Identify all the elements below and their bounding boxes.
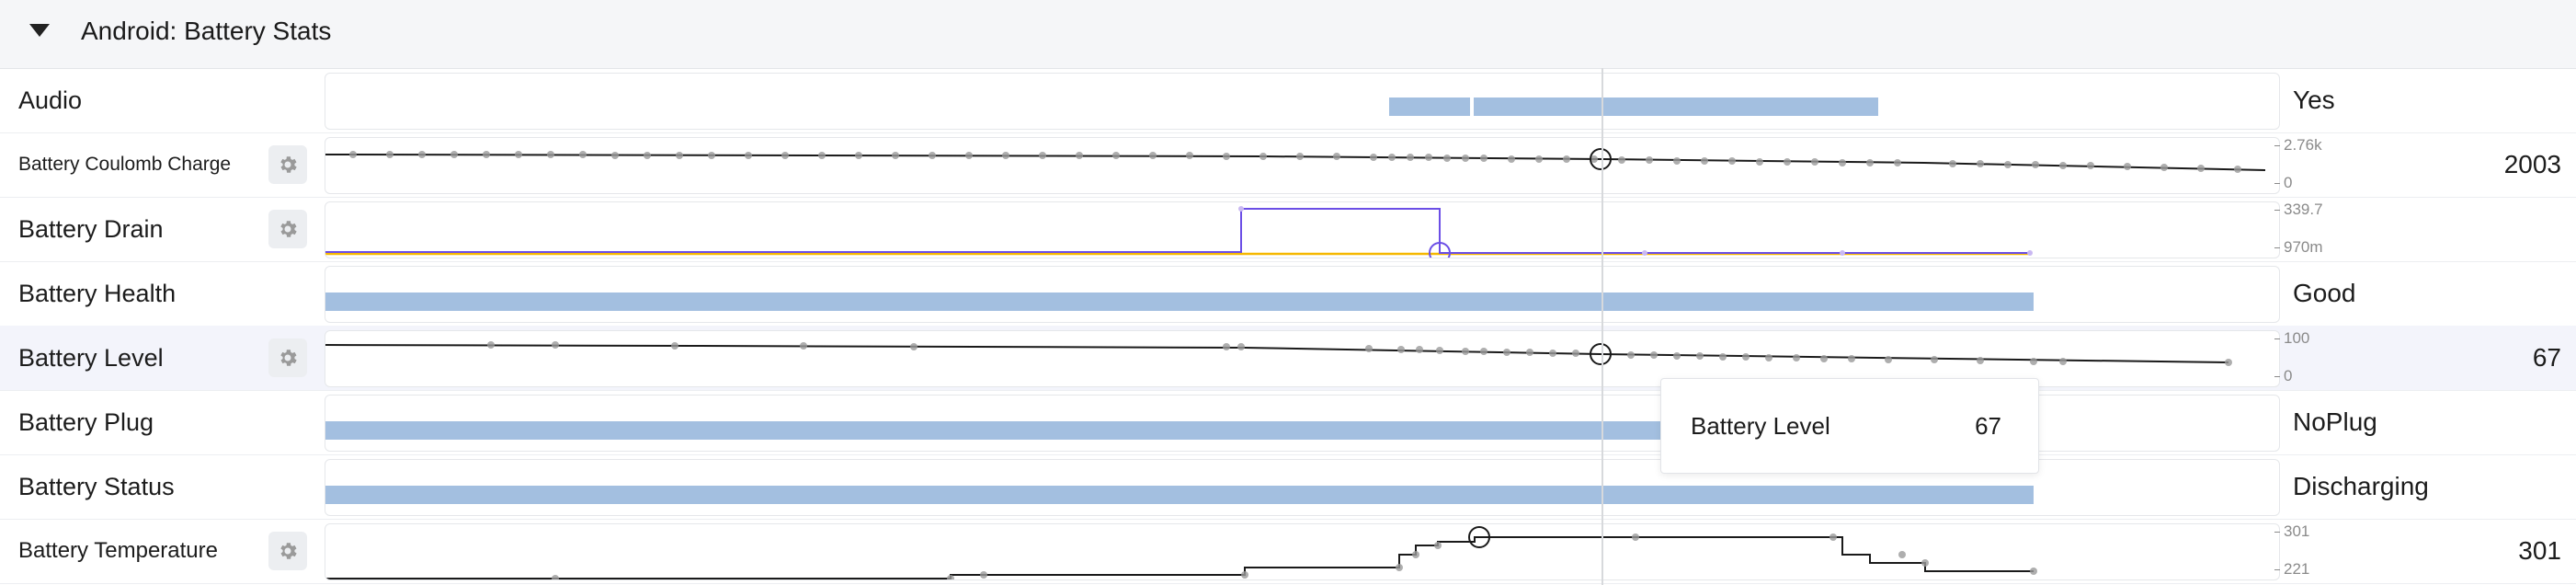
sample-points xyxy=(1238,206,2033,256)
track-battery-plug[interactable]: Battery Plug NoPlug xyxy=(0,390,2576,455)
track-area[interactable] xyxy=(325,266,2280,323)
counter-line xyxy=(325,536,2034,579)
track-label: Battery Health xyxy=(18,280,177,307)
track-battery-status[interactable]: Battery Status Discharging xyxy=(0,454,2576,520)
sample-points xyxy=(487,341,2232,366)
tooltip-value: 67 xyxy=(1975,412,2001,440)
hover-marker xyxy=(1590,148,1612,170)
state-slice[interactable] xyxy=(325,486,2034,504)
hover-marker xyxy=(1590,343,1612,365)
sample-points xyxy=(552,533,2037,579)
track-current-value: 301 xyxy=(2518,536,2561,565)
tick-label: 2.76k xyxy=(2274,136,2322,154)
collapse-arrow-icon[interactable] xyxy=(29,24,50,37)
track-battery-health[interactable]: Battery Health Good xyxy=(0,261,2576,327)
gear-icon[interactable] xyxy=(268,145,307,184)
tick-label: 970m xyxy=(2274,238,2323,256)
track-audio[interactable]: Audio Yes xyxy=(0,68,2576,133)
hover-marker xyxy=(1468,526,1490,548)
track-label: Battery Plug xyxy=(18,408,154,436)
track-area[interactable] xyxy=(325,73,2280,130)
tick-label: 301 xyxy=(2274,522,2310,540)
tooltip-label: Battery Level xyxy=(1691,412,1830,440)
track-current-value: 67 xyxy=(2532,343,2561,372)
track-battery-coulomb-charge[interactable]: Battery Coulomb Charge xyxy=(0,132,2576,198)
tick-label: 100 xyxy=(2274,329,2310,347)
y-axis-ticks: 2.76k 0 xyxy=(2274,132,2339,197)
audio-slice[interactable] xyxy=(1474,98,1878,116)
track-label: Battery Status xyxy=(18,473,175,500)
tick-label: 0 xyxy=(2274,174,2293,191)
gear-icon[interactable] xyxy=(268,532,307,570)
battery-temperature-plot xyxy=(325,526,2037,579)
tick-label: 221 xyxy=(2274,560,2310,578)
battery-level-plot xyxy=(325,341,2232,366)
y-axis-ticks: 339.7 970m xyxy=(2274,197,2339,261)
tick-label: 339.7 xyxy=(2274,201,2323,218)
audio-slice[interactable] xyxy=(1389,98,1470,116)
track-label: Audio xyxy=(18,86,83,114)
sample-points xyxy=(349,151,2241,173)
track-area[interactable] xyxy=(325,459,2280,516)
track-area[interactable] xyxy=(325,201,2280,258)
track-current-value: 2003 xyxy=(2503,150,2561,178)
coulomb-charge-plot xyxy=(325,148,2266,173)
track-label: Battery Level xyxy=(18,344,164,372)
gear-icon[interactable] xyxy=(268,338,307,377)
battery-drain-plot xyxy=(325,206,2033,258)
track-label: Battery Coulomb Charge xyxy=(18,154,232,175)
track-state-value: Yes xyxy=(2293,86,2335,114)
track-battery-temperature[interactable]: Battery Temperature 301 221 301 xyxy=(0,519,2576,584)
track-group-title: Android: Battery Stats xyxy=(81,17,332,45)
track-area[interactable] xyxy=(325,137,2280,194)
track-area[interactable] xyxy=(325,330,2280,387)
track-group-header[interactable]: Android: Battery Stats xyxy=(0,0,2576,69)
drain-purple-line xyxy=(325,208,2030,254)
track-battery-level[interactable]: Battery Level 100 0 67 xyxy=(0,326,2576,391)
track-state-value: Discharging xyxy=(2293,472,2429,500)
track-state-value: NoPlug xyxy=(2293,407,2377,436)
track-state-value: Good xyxy=(2293,279,2356,307)
hover-marker xyxy=(1429,242,1451,258)
state-slice[interactable] xyxy=(325,421,2034,440)
track-label: Battery Drain xyxy=(18,215,164,243)
state-slice[interactable] xyxy=(325,292,2034,311)
tick-label: 0 xyxy=(2274,367,2293,384)
hover-tooltip: Battery Level 67 xyxy=(1660,378,2039,474)
y-axis-ticks: 100 0 xyxy=(2274,326,2339,390)
y-axis-ticks: 301 221 xyxy=(2274,519,2339,583)
gear-icon[interactable] xyxy=(268,210,307,248)
track-battery-drain[interactable]: Battery Drain 339.7 970m xyxy=(0,197,2576,262)
counter-line xyxy=(325,344,2229,363)
track-label: Battery Temperature xyxy=(18,538,218,563)
track-area[interactable] xyxy=(325,523,2280,580)
